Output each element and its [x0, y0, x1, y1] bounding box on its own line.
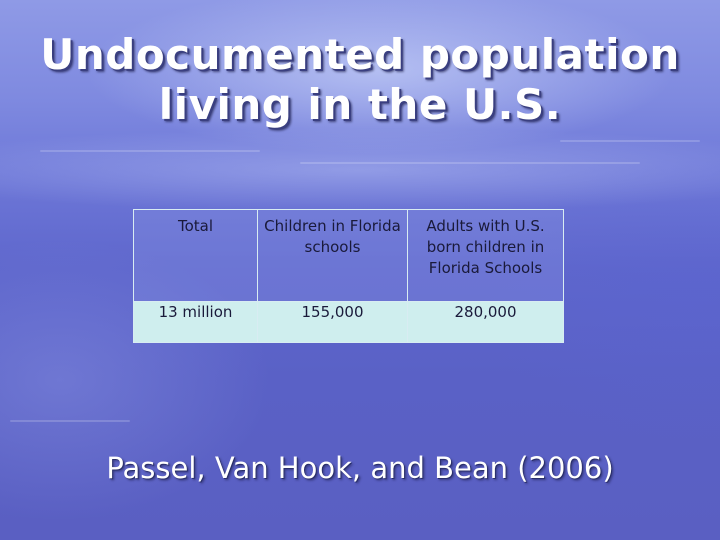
- population-table: Total Children in Florida schools Adults…: [133, 209, 564, 343]
- background-streak: [10, 420, 130, 422]
- table-cell: 280,000: [407, 301, 564, 343]
- citation: Passel, Van Hook, and Bean (2006): [106, 451, 614, 485]
- table-header-cell: Adults with U.S. born children in Florid…: [407, 209, 564, 302]
- table-header-row: Total Children in Florida schools Adults…: [133, 209, 564, 302]
- table-cell: 13 million: [133, 301, 258, 343]
- table-row: 13 million 155,000 280,000: [133, 301, 564, 343]
- slide-title-line-1: Undocumented population: [40, 30, 680, 79]
- slide-title: Undocumented population living in the U.…: [0, 30, 720, 130]
- table-header-cell: Total: [133, 209, 258, 302]
- background-streak: [560, 140, 700, 142]
- background-streak: [300, 162, 640, 164]
- background-streak: [40, 150, 260, 152]
- slide-title-line-2: living in the U.S.: [158, 80, 562, 129]
- table-cell: 155,000: [257, 301, 408, 343]
- table-header-cell: Children in Florida schools: [257, 209, 408, 302]
